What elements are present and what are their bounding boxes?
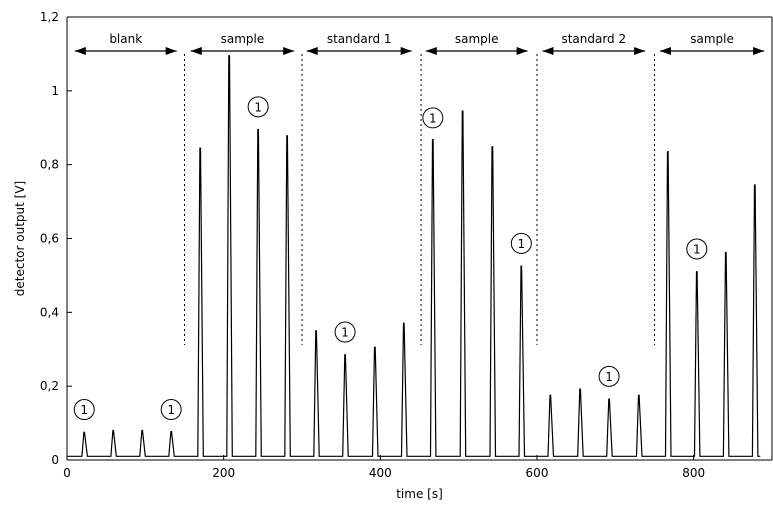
- peak-apex-point: [696, 271, 698, 273]
- peak-apex-point: [170, 430, 172, 433]
- peak-marker: 1: [510, 232, 532, 254]
- arrowhead-right: [400, 47, 412, 55]
- y-tick-label: 0,2: [40, 379, 59, 393]
- arrowhead-right: [634, 47, 646, 55]
- peak-marker-label: 1: [254, 100, 262, 114]
- peak-marker: 1: [160, 399, 182, 421]
- peak-apex-point: [286, 135, 288, 137]
- arrowhead-left: [542, 47, 554, 55]
- x-tick-label: 400: [369, 466, 392, 480]
- detector-trace-line: [67, 55, 761, 457]
- section-arrow-group: standard 2: [542, 32, 646, 55]
- peak-marker-circle: [598, 365, 620, 387]
- peak-marker-circle: [422, 107, 444, 129]
- section-label: blank: [109, 32, 142, 46]
- peak-apex-point: [754, 184, 756, 186]
- peak-marker: 1: [598, 365, 620, 387]
- peak-apex-point: [257, 128, 259, 131]
- peak-marker: 1: [422, 107, 444, 129]
- arrowhead-right: [516, 47, 528, 55]
- peak-marker-circle: [160, 399, 182, 421]
- peak-marker: 1: [334, 321, 356, 343]
- x-axis-title: time [s]: [396, 487, 443, 501]
- section-label: sample: [455, 32, 499, 46]
- arrowhead-left: [659, 47, 671, 55]
- peak-apex-point: [83, 431, 85, 433]
- peak-marker-circle: [247, 96, 269, 118]
- peak-apex-point: [608, 398, 610, 400]
- peak-apex-point: [432, 138, 434, 141]
- x-tick-label: 800: [682, 466, 705, 480]
- peak-marker-label: 1: [518, 237, 526, 251]
- peak-apex-point: [344, 354, 346, 356]
- peak-marker: 1: [73, 399, 95, 421]
- arrowhead-right: [283, 47, 295, 55]
- peak-apex-point: [112, 429, 114, 432]
- peak-marker: 1: [247, 96, 269, 118]
- peak-apex-point: [228, 55, 230, 57]
- peak-apex-point: [491, 146, 493, 148]
- arrowhead-left: [425, 47, 437, 55]
- peak-apex-point: [579, 388, 581, 390]
- y-tick-label: 0: [51, 453, 59, 467]
- y-tick-label: 0,6: [40, 232, 59, 246]
- peak-apex-point: [374, 346, 376, 349]
- section-label: sample: [221, 32, 265, 46]
- peak-apex-point: [638, 394, 640, 396]
- peak-marker: 1: [686, 238, 708, 260]
- peak-apex-point: [667, 151, 669, 153]
- section-label: standard 2: [561, 32, 626, 46]
- peak-marker-label: 1: [167, 403, 175, 417]
- y-tick-label: 1: [51, 84, 59, 98]
- peak-marker-label: 1: [605, 370, 613, 384]
- section-arrow-group: sample: [190, 32, 295, 55]
- y-axis-title: detector output [V]: [13, 181, 27, 296]
- section-label: sample: [690, 32, 734, 46]
- peak-marker-circle: [510, 232, 532, 254]
- peak-apex-point: [141, 429, 143, 432]
- peak-apex-point: [725, 251, 727, 254]
- x-tick-label: 600: [526, 466, 549, 480]
- section-arrow-group: blank: [74, 32, 177, 55]
- peak-apex-point: [403, 322, 405, 325]
- peak-marker-circle: [73, 399, 95, 421]
- peak-marker-label: 1: [693, 242, 701, 256]
- y-tick-label: 0,8: [40, 158, 59, 172]
- x-tick-label: 200: [212, 466, 235, 480]
- y-tick-label: 1,2: [40, 10, 59, 24]
- peak-marker-circle: [334, 321, 356, 343]
- x-tick-label: 0: [63, 466, 71, 480]
- arrowhead-right: [753, 47, 765, 55]
- arrowhead-right: [165, 47, 177, 55]
- peak-apex-point: [461, 110, 464, 112]
- section-arrow-group: sample: [425, 32, 528, 55]
- peak-apex-point: [199, 147, 201, 149]
- peak-apex-point: [315, 330, 317, 332]
- peak-marker-circle: [686, 238, 708, 260]
- peak-apex-point: [520, 265, 522, 267]
- arrowhead-left: [74, 47, 86, 55]
- section-label: standard 1: [327, 32, 392, 46]
- peak-marker-label: 1: [80, 403, 88, 417]
- y-tick-label: 0,4: [40, 305, 59, 319]
- peak-apex-point: [549, 394, 551, 396]
- peak-marker-label: 1: [429, 111, 437, 125]
- arrowhead-left: [306, 47, 318, 55]
- section-arrow-group: standard 1: [306, 32, 412, 55]
- peak-marker-label: 1: [341, 326, 349, 340]
- section-arrow-group: sample: [659, 32, 765, 55]
- arrowhead-left: [190, 47, 202, 55]
